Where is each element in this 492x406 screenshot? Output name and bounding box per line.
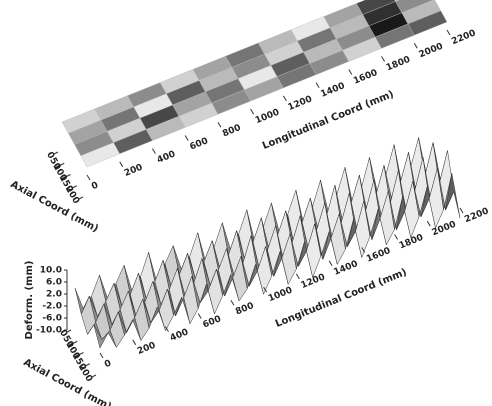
y-axis-title: Axial Coord (mm)	[8, 179, 100, 235]
x-tick-label: 1600	[365, 246, 392, 265]
z-tick-label: -6.0	[42, 314, 62, 324]
x-axis-title: Longitudinal Coord (mm)	[274, 267, 409, 330]
x-tick	[382, 56, 385, 61]
x-tick-label: 400	[156, 149, 177, 165]
x-tick	[283, 96, 286, 101]
x-tick-label: 600	[188, 136, 209, 152]
x-tick	[427, 221, 430, 226]
x-tick	[296, 274, 299, 279]
figure: 0200400600800100012001400160018002000220…	[0, 0, 492, 406]
x-tick	[329, 261, 332, 266]
page: {"chart_data": [ {"type": "heatmap", "xl…	[0, 0, 492, 406]
x-tick-label: 200	[123, 163, 144, 179]
x-tick	[133, 340, 136, 345]
x-tick	[231, 300, 234, 305]
x-tick	[120, 162, 123, 167]
y-tick-label: 200	[76, 362, 94, 383]
x-tick-label: 400	[169, 327, 190, 343]
x-tick	[100, 353, 103, 358]
x-tick	[198, 313, 201, 318]
x-tick-label: 600	[201, 314, 222, 330]
x-tick	[460, 208, 463, 213]
x-tick	[447, 30, 450, 35]
x-tick	[395, 234, 398, 239]
x-tick-label: 1200	[287, 94, 314, 113]
z-axis-title: Deform. (mm)	[24, 261, 35, 340]
x-tick	[316, 83, 319, 88]
x-tick-label: 1000	[254, 108, 281, 127]
x-tick	[185, 135, 188, 140]
z-tick-label: 6.0	[46, 278, 62, 288]
z-tick-label: 10.0	[40, 266, 62, 276]
z-tick-label: -2.0	[42, 302, 62, 312]
y-tick-label: 200	[63, 184, 81, 205]
x-axis-title: Longitudinal Coord (mm)	[261, 89, 396, 152]
x-tick-label: 1600	[352, 68, 379, 87]
x-tick-label: 1800	[385, 55, 412, 74]
x-tick-label: 2200	[450, 28, 477, 47]
z-tick-label: 2.0	[46, 290, 62, 300]
x-tick	[414, 43, 417, 48]
x-tick-label: 200	[136, 341, 157, 357]
x-tick-label: 800	[234, 301, 255, 317]
x-tick-label: 800	[221, 123, 242, 139]
x-tick-label: 0	[90, 180, 100, 192]
x-tick	[87, 175, 90, 180]
x-tick	[218, 122, 221, 127]
x-tick-label: 1400	[319, 81, 346, 100]
y-axis-title: Axial Coord (mm)	[21, 357, 113, 406]
x-tick-label: 2000	[418, 42, 445, 61]
x-tick-label: 1000	[267, 286, 294, 305]
x-tick	[349, 70, 352, 75]
x-tick-label: 2200	[463, 206, 490, 225]
x-tick-label: 0	[103, 358, 113, 370]
x-tick	[152, 149, 155, 154]
x-tick	[251, 109, 254, 114]
